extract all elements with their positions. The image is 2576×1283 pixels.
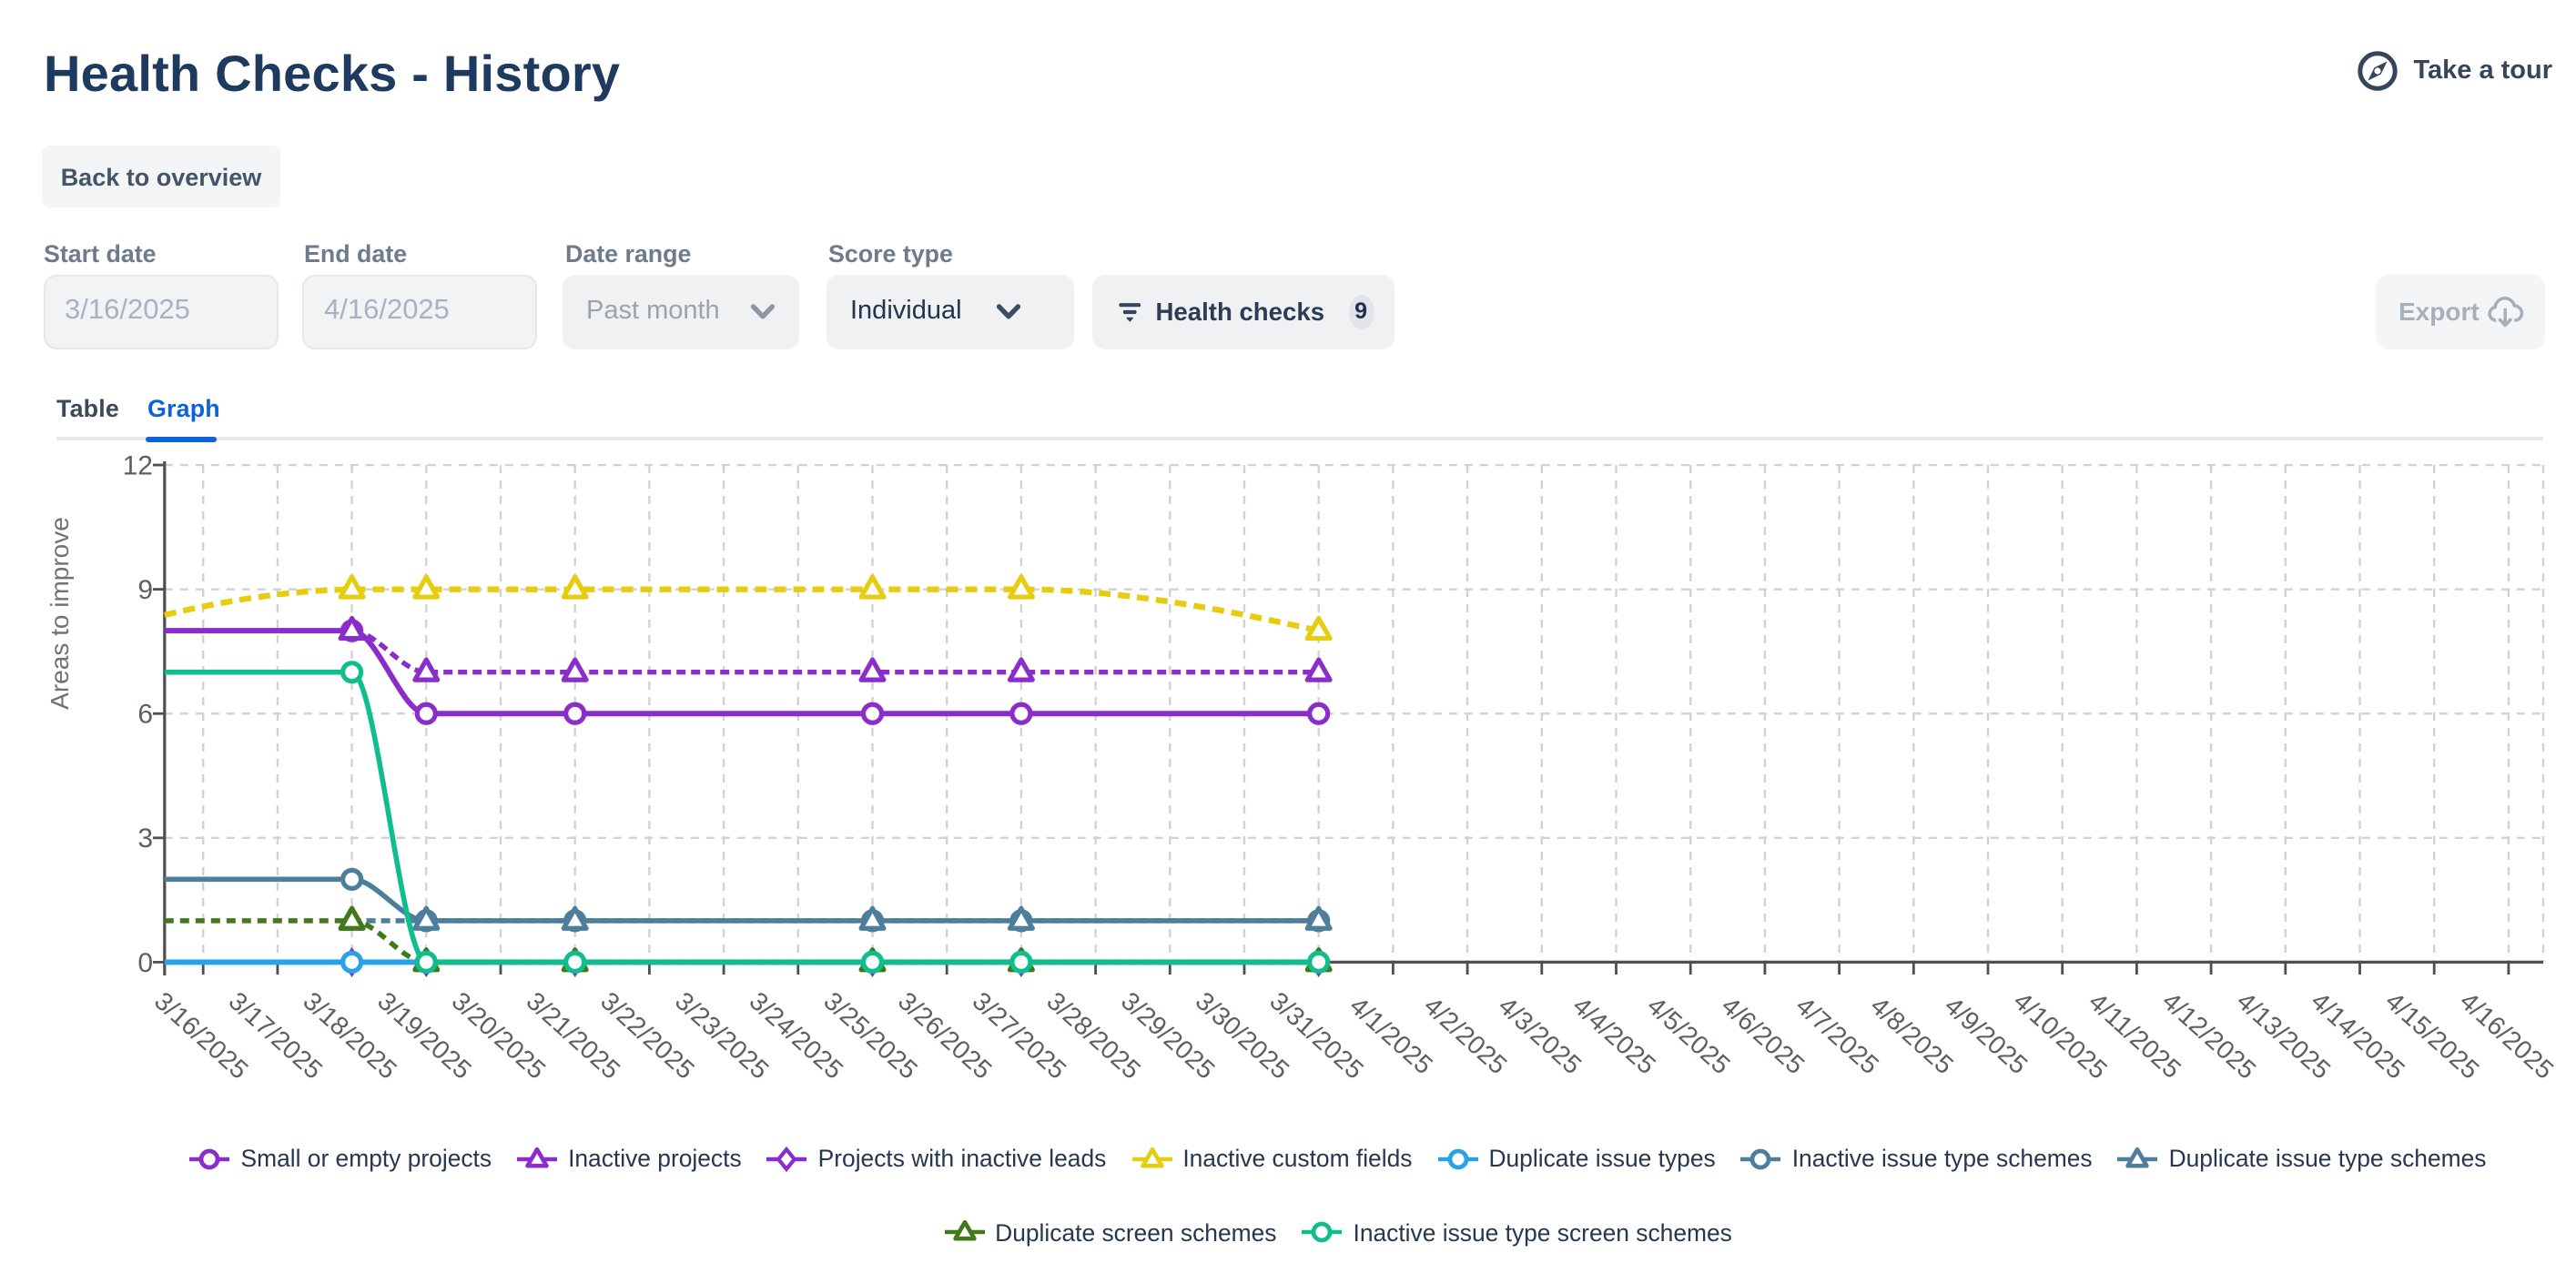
svg-text:12: 12	[123, 450, 153, 480]
svg-text:6: 6	[137, 700, 153, 730]
svg-text:4/6/2025: 4/6/2025	[1716, 991, 1810, 1080]
svg-text:Areas to improve: Areas to improve	[46, 517, 74, 710]
svg-text:4/7/2025: 4/7/2025	[1790, 991, 1884, 1080]
svg-text:4/4/2025: 4/4/2025	[1567, 991, 1661, 1080]
svg-text:0: 0	[137, 948, 153, 978]
svg-text:9: 9	[137, 575, 153, 605]
svg-text:4/2/2025: 4/2/2025	[1418, 991, 1513, 1080]
svg-text:3: 3	[137, 823, 153, 854]
